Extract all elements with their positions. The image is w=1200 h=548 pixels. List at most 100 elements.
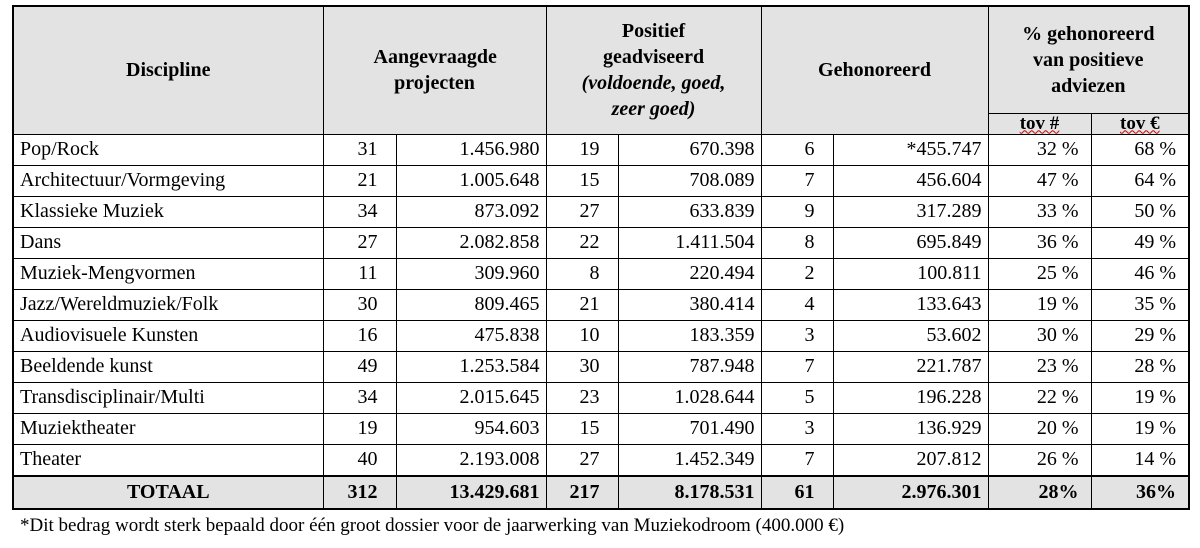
cell: 2.976.301 bbox=[832, 474, 989, 509]
cell: 7 bbox=[760, 350, 834, 383]
header-cell: Positief geadviseerd (voldoende, goed, ze… bbox=[545, 5, 762, 135]
data-row: Muziektheater 19 954.603 15 701.490 3 136.929 2… bbox=[12, 412, 1190, 445]
header-text: Discipline bbox=[126, 59, 211, 82]
cell: 16 bbox=[322, 319, 397, 352]
cell: Muziek-Mengvormen bbox=[12, 257, 324, 290]
cell: 8.178.531 bbox=[617, 474, 762, 509]
cell: 3 bbox=[760, 412, 834, 445]
cell: 8 bbox=[545, 257, 619, 290]
cell: 670.398 bbox=[617, 133, 762, 166]
cell: 14 % bbox=[1090, 443, 1190, 476]
cell: 49 bbox=[322, 350, 397, 383]
cell: 30 bbox=[322, 288, 397, 321]
data-row: Dans 27 2.082.858 22 1.411.504 8 695.849 36 % 49… bbox=[12, 226, 1190, 259]
cell: 787.948 bbox=[617, 350, 762, 383]
cell: 20 % bbox=[987, 412, 1092, 445]
cell: 2.193.008 bbox=[395, 443, 547, 476]
subheader-cell: tov # bbox=[987, 112, 1092, 135]
cell: 207.812 bbox=[832, 443, 989, 476]
cell: 475.838 bbox=[395, 319, 547, 352]
subheader-cell: tov € bbox=[1090, 112, 1190, 135]
cell: 19 % bbox=[1090, 381, 1190, 414]
results-table: Discipline Aangevraagde projecten Positi… bbox=[12, 5, 1191, 510]
cell: 15 bbox=[545, 412, 619, 445]
cell: 133.643 bbox=[832, 288, 989, 321]
cell: 23 bbox=[545, 381, 619, 414]
cell: 10 bbox=[545, 319, 619, 352]
cell: 708.089 bbox=[617, 164, 762, 197]
cell: 136.929 bbox=[832, 412, 989, 445]
cell: 30 bbox=[545, 350, 619, 383]
cell: 34 bbox=[322, 381, 397, 414]
cell: TOTAAL bbox=[12, 474, 324, 509]
cell: Dans bbox=[12, 226, 324, 259]
cell: 1.456.980 bbox=[395, 133, 547, 166]
cell: Audiovisuele Kunsten bbox=[12, 319, 324, 352]
cell: 15 bbox=[545, 164, 619, 197]
cell: 1.028.644 bbox=[617, 381, 762, 414]
header-cell: Gehonoreerd bbox=[760, 5, 989, 135]
table-body: Pop/Rock 31 1.456.980 19 670.398 6 *455.747 32 … bbox=[12, 133, 1190, 509]
cell: 49 % bbox=[1090, 226, 1190, 259]
cell: 6 bbox=[760, 133, 834, 166]
cell: 217 bbox=[545, 474, 619, 509]
cell: 1.452.349 bbox=[617, 443, 762, 476]
cell: 2.082.858 bbox=[395, 226, 547, 259]
cell: 221.787 bbox=[832, 350, 989, 383]
cell: 47 % bbox=[987, 164, 1092, 197]
cell: 1.411.504 bbox=[617, 226, 762, 259]
cell: 34 bbox=[322, 195, 397, 228]
cell: 29 % bbox=[1090, 319, 1190, 352]
cell: 809.465 bbox=[395, 288, 547, 321]
data-row: Theater 40 2.193.008 27 1.452.349 7 207.812 26 … bbox=[12, 443, 1190, 476]
cell: 100.811 bbox=[832, 257, 989, 290]
cell: 19 % bbox=[1090, 412, 1190, 445]
cell: 312 bbox=[322, 474, 397, 509]
data-row: Jazz/Wereldmuziek/Folk 30 809.465 21 380.414… bbox=[12, 288, 1190, 321]
cell: 701.490 bbox=[617, 412, 762, 445]
cell: 53.602 bbox=[832, 319, 989, 352]
cell: 32 % bbox=[987, 133, 1092, 166]
data-row: Transdisciplinair/Multi 34 2.015.645 23 1.02… bbox=[12, 381, 1190, 414]
cell: 23 % bbox=[987, 350, 1092, 383]
cell: 380.414 bbox=[617, 288, 762, 321]
cell: 25 % bbox=[987, 257, 1092, 290]
cell: Architectuur/Vormgeving bbox=[12, 164, 324, 197]
cell: 22 % bbox=[987, 381, 1092, 414]
header-cell: Discipline bbox=[12, 5, 324, 135]
cell: 50 % bbox=[1090, 195, 1190, 228]
cell: 31 bbox=[322, 133, 397, 166]
data-row: Beeldende kunst 49 1.253.584 30 787.948 7 221.… bbox=[12, 350, 1190, 383]
cell: 2 bbox=[760, 257, 834, 290]
header-cell: Aangevraagde projecten bbox=[322, 5, 547, 135]
cell: 30 % bbox=[987, 319, 1092, 352]
data-row: Architectuur/Vormgeving 21 1.005.648 15 708.… bbox=[12, 164, 1190, 197]
header-text: % gehonoreerd van positieve adviezen bbox=[1022, 22, 1155, 97]
cell: 21 bbox=[545, 288, 619, 321]
cell: 21 bbox=[322, 164, 397, 197]
cell: 46 % bbox=[1090, 257, 1190, 290]
cell: 1.253.584 bbox=[395, 350, 547, 383]
data-row: Pop/Rock 31 1.456.980 19 670.398 6 *455.747 32 … bbox=[12, 133, 1190, 166]
cell: Theater bbox=[12, 443, 324, 476]
cell: 9 bbox=[760, 195, 834, 228]
total-row: TOTAAL 312 13.429.681 217 8.178.531 61 2.976.3… bbox=[12, 474, 1190, 509]
header-text: Gehonoreerd bbox=[818, 59, 931, 82]
cell: 22 bbox=[545, 226, 619, 259]
cell: 220.494 bbox=[617, 257, 762, 290]
cell: 1.005.648 bbox=[395, 164, 547, 197]
cell: *455.747 bbox=[832, 133, 989, 166]
cell: 873.092 bbox=[395, 195, 547, 228]
cell: 317.289 bbox=[832, 195, 989, 228]
cell: 5 bbox=[760, 381, 834, 414]
cell: Pop/Rock bbox=[12, 133, 324, 166]
cell: 28 % bbox=[1090, 350, 1190, 383]
cell: 13.429.681 bbox=[395, 474, 547, 509]
cell: 36% bbox=[1090, 474, 1190, 509]
cell: 27 bbox=[545, 443, 619, 476]
cell: 19 bbox=[545, 133, 619, 166]
cell: 33 % bbox=[987, 195, 1092, 228]
cell: 183.359 bbox=[617, 319, 762, 352]
cell: 7 bbox=[760, 164, 834, 197]
